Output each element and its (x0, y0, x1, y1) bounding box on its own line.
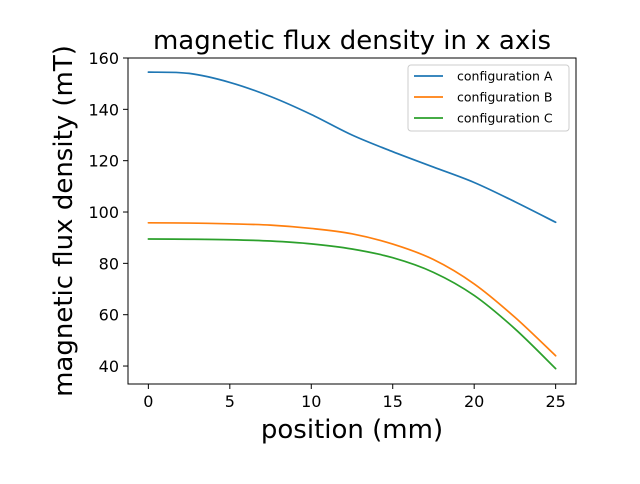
series-line-configuration-b (147, 221, 557, 357)
y-tick-label: 120 (88, 152, 119, 171)
x-tick-label: 15 (383, 392, 403, 411)
legend-box (407, 64, 570, 132)
plot-frame (127, 57, 577, 385)
y-tick-label: 160 (88, 49, 119, 68)
y-axis-label: magnetic flux density (mT) (49, 45, 79, 397)
series-line-configuration-a (147, 71, 557, 224)
series-line-configuration-c (147, 238, 557, 370)
y-tick-label: 60 (99, 306, 119, 325)
legend-label: configuration C (457, 111, 553, 126)
legend-label: configuration B (457, 90, 552, 105)
chart-title: magnetic flux density in x axis (153, 26, 551, 56)
x-tick-label: 5 (225, 392, 235, 411)
y-tick-label: 100 (88, 203, 119, 222)
legend: configuration A configuration B configurat… (407, 64, 570, 132)
legend-label: configuration A (457, 69, 553, 84)
series-lines (147, 71, 557, 370)
x-tick-label: 25 (545, 392, 565, 411)
x-tick-label: 20 (464, 392, 484, 411)
y-tick-label: 140 (88, 100, 119, 119)
y-tick-label: 40 (99, 357, 119, 376)
x-tick-label: 0 (143, 392, 153, 411)
x-axis-label: position (mm) (261, 415, 443, 445)
y-tick-label: 80 (99, 254, 119, 273)
axis-ticks: 0 5 10 15 20 25 40 60 80 100 120 140 160 (88, 49, 565, 411)
x-tick-label: 10 (301, 392, 321, 411)
